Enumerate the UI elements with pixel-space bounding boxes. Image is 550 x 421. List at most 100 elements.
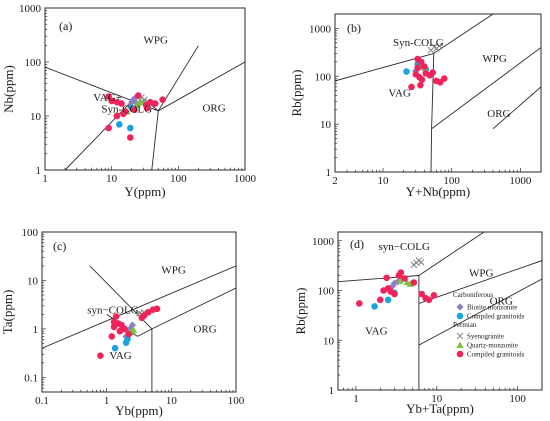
panel-d-frame: [337, 231, 543, 391]
panel-d-syenogranite-point: [417, 258, 425, 266]
legend-biotite-monzonite-diamond: [456, 303, 464, 311]
panel-a-y-tick-label: 100: [25, 57, 42, 69]
legend-quartz-monzonite-marker: [456, 341, 464, 348]
panel-d-x-tick-label: 10: [431, 393, 443, 405]
panel-c-y-tick-label: 1: [33, 324, 39, 336]
panel-a-ticks: 1 10 100 1000 1 10 100 1000: [19, 3, 257, 185]
panel-d-compiled-permian-point: [397, 269, 405, 276]
panel-b-field-label: VAG: [388, 87, 410, 99]
panel-a-quartz-monzonite-point: [133, 101, 141, 108]
panel-b-compiled-permian-point: [417, 81, 424, 89]
panel-d-y-tick-label: 100: [318, 286, 335, 298]
legend-syenogranite-cross: [456, 332, 464, 340]
panel-c-field-label: syn−COLG: [87, 304, 138, 316]
panel-c-x-tick-label: 0.1: [35, 395, 49, 407]
panel-b-xlabel: Y+Nb(ppm): [406, 184, 470, 199]
panel-b: 2 10 100 1000 1 10 100 1000 Syn-COLG WPG VAG ORG (…: [289, 13, 542, 199]
panel-b-boundary-line: [430, 128, 433, 172]
panel-b-compiled-permian-point: [429, 69, 437, 76]
legend-biotite-monzonite-label: Biotite monzonite: [467, 304, 517, 312]
panel-a-x-tick-label: 1: [42, 173, 48, 185]
panel-a-frame: [44, 7, 246, 171]
panel-a-xlabel: Y(ppm): [124, 184, 165, 199]
panel-b-ylabel: Rb(ppm): [289, 70, 304, 117]
panel-d-quartz-monzonite-point: [396, 277, 404, 284]
panel-b-compiled-permian-point: [408, 83, 415, 91]
legend-permian-heading: Permian: [453, 321, 477, 329]
panel-d-compiled-permian-point: [356, 300, 363, 307]
panel-a-y-tick-label: 10: [30, 111, 42, 123]
panel-d-x-tick-label: 1: [353, 393, 359, 405]
panel-c-field-label: WPG: [161, 264, 186, 276]
panel-a-y-tick-label: 1: [36, 165, 42, 177]
panel-c-compiled-permian-point: [110, 318, 118, 326]
panel-c-ylabel: Ta(ppm): [0, 290, 15, 335]
panel-c-boundary-line: [42, 265, 236, 349]
panel-a-boundary-line: [151, 110, 159, 170]
panel-a-x-tick-label: 1000: [234, 173, 257, 185]
panel-d-compiled-permian-point: [410, 279, 418, 286]
panel-a-compiled-carboniferous-point: [116, 121, 123, 128]
panel-c-field-labels: WPG syn−COLG VAG ORG: [87, 264, 217, 362]
panel-a-compiled-permian-point: [143, 104, 151, 112]
panel-b-y-tick-label: 100: [315, 71, 332, 83]
panel-b-y-tick-label: 1000: [309, 23, 332, 35]
panel-a-compiled-carboniferous-point: [127, 124, 134, 132]
legend-compiled-permian-marker: [456, 350, 464, 358]
panel-d-label: (d): [350, 237, 364, 251]
panel-c-xlabel: Yb(ppm): [115, 403, 163, 418]
legend: Carboniferous Biotite monzonite Compiled…: [453, 291, 525, 359]
panel-a-field-label: WPG: [143, 35, 168, 47]
legend-compiled-permian-label: Compiled granitoids: [467, 351, 525, 359]
panel-d-compiled-permian-point: [401, 275, 408, 282]
panel-a-boundary-line: [64, 94, 139, 170]
panel-b-field-label: Syn-COLG: [393, 37, 444, 49]
panel-b-field-labels: Syn-COLG WPG VAG ORG: [388, 37, 510, 120]
panel-d-y-tick-label: 1: [329, 385, 335, 397]
panel-a-compiled-permian-point: [113, 112, 121, 120]
panel-d-y-tick-label: 1000: [312, 236, 335, 248]
panel-b-label: (b): [347, 21, 361, 35]
panel-b-biotite-monzonite-point: [412, 67, 420, 75]
panel-c-boundaries: [42, 265, 236, 392]
panel-b-boundary-line: [492, 86, 541, 130]
panel-c-boundary-line: [137, 328, 153, 337]
panel-b-field-label: ORG: [487, 108, 510, 120]
panel-a-y-tick-label: 1000: [19, 3, 42, 15]
panel-c: 0.1 1 10 100 0.1 1 10 100 WPG syn−COLG VAG ORG (c)…: [0, 227, 245, 418]
panel-a-ylabel: Nb(ppm): [1, 65, 16, 113]
panel-c-compiled-carboniferous-point: [111, 344, 119, 352]
panel-b-boundary-line: [431, 53, 435, 129]
panel-d-markers: [356, 257, 438, 310]
panel-a-compiled-permian-point: [122, 108, 129, 115]
panel-d-compiled-permian-point: [391, 290, 398, 298]
panel-b-x-tick-label: 1000: [509, 175, 532, 187]
panel-b-x-tick-label: 2: [332, 175, 338, 187]
panel-b-y-tick-label: 1: [326, 167, 332, 179]
panel-d-x-tick-label: 100: [509, 393, 526, 405]
panel-c-biotite-monzonite-point: [128, 321, 137, 329]
panel-b-compiled-permian-point: [421, 63, 428, 70]
panel-a-quartz-monzonite-point: [136, 98, 145, 106]
panel-a-markers: [105, 92, 166, 141]
legend-syenogranite-marker: [456, 332, 464, 340]
panel-b-compiled-permian-point: [441, 75, 448, 82]
panel-b-x-tick-label: 10: [377, 175, 389, 187]
panel-c-frame: [41, 231, 237, 393]
panel-a-biotite-monzonite-point: [130, 95, 139, 103]
panel-a-x-tick-label: 10: [106, 173, 118, 185]
panel-a-compiled-permian-point: [118, 100, 125, 107]
panel-d-field-label: syn−COLG: [378, 241, 429, 253]
panel-c-x-tick-label: 100: [228, 395, 245, 407]
panel-b-x-tick-label: 100: [443, 175, 460, 187]
panel-b-frame: [334, 13, 542, 173]
legend-compiled-carboniferous-marker: [456, 312, 464, 320]
panel-a-field-label: VAG+: [93, 92, 122, 104]
panel-c-boundary-line: [89, 265, 138, 315]
panel-c-ticks: 0.1 1 10 100 0.1 1 10 100: [22, 227, 245, 407]
legend-syenogranite-label: Syenogranite: [467, 333, 504, 341]
panel-c-y-tick-label: 100: [22, 227, 39, 239]
panel-d-ylabel: Rb(ppm): [293, 288, 308, 335]
